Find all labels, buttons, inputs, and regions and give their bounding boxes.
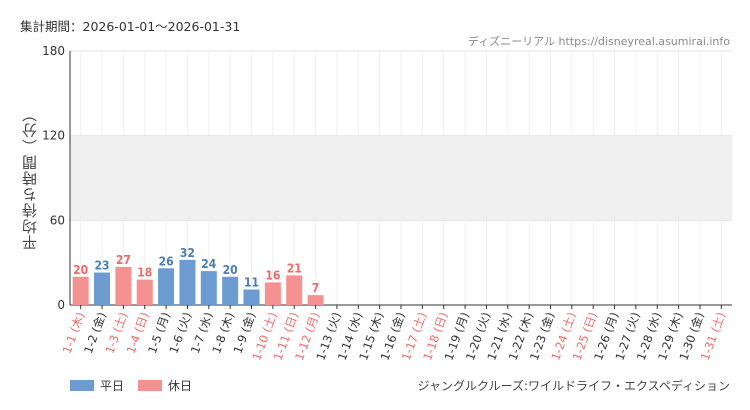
bar-value-label: 20 <box>223 263 238 277</box>
legend-holiday[interactable]: 休日 <box>138 377 192 394</box>
bar-value-label: 32 <box>180 246 195 260</box>
bar <box>264 282 281 305</box>
legend-weekday[interactable]: 平日 <box>70 377 124 394</box>
credit-url: https://disneyreal.asumirai.info <box>558 35 730 48</box>
legend: 平日 休日 <box>70 377 206 394</box>
bar <box>222 276 239 305</box>
bar-value-label: 20 <box>73 263 88 277</box>
bar-value-label: 26 <box>159 254 174 268</box>
y-tick-label: 120 <box>42 129 65 143</box>
bar <box>200 271 217 305</box>
bar-value-label: 11 <box>244 275 259 289</box>
bar <box>136 279 153 305</box>
bar <box>243 289 260 305</box>
legend-weekday-swatch <box>70 380 94 391</box>
bar <box>179 259 196 305</box>
bar-value-label: 27 <box>116 253 131 267</box>
bar <box>307 295 324 305</box>
bar-value-label: 18 <box>137 266 152 280</box>
y-tick-label: 180 <box>42 44 65 58</box>
y-tick-label: 60 <box>50 213 65 227</box>
attraction-name: ジャングルクルーズ:ワイルドライフ・エクスペディション <box>417 379 730 393</box>
credit-site-name: ディズニーリアル <box>467 35 556 48</box>
bar-value-label: 21 <box>287 261 302 275</box>
site-credit[interactable]: ディズニーリアル https://disneyreal.asumirai.inf… <box>468 33 730 49</box>
legend-weekday-label: 平日 <box>100 379 125 393</box>
bar <box>115 266 132 305</box>
bar-value-label: 7 <box>312 281 320 295</box>
legend-holiday-swatch <box>138 380 163 391</box>
bar <box>158 268 175 305</box>
bar-value-label: 23 <box>95 259 110 273</box>
bar <box>286 275 303 305</box>
period-label: 集計期間：2026-01-01〜2026-01-31 <box>20 19 241 34</box>
bar-value-label: 16 <box>265 268 280 282</box>
bar-value-label: 24 <box>201 257 217 271</box>
y-tick-label: 0 <box>57 298 65 312</box>
bar <box>72 276 89 305</box>
legend-holiday-label: 休日 <box>168 379 193 393</box>
bar <box>94 272 111 305</box>
